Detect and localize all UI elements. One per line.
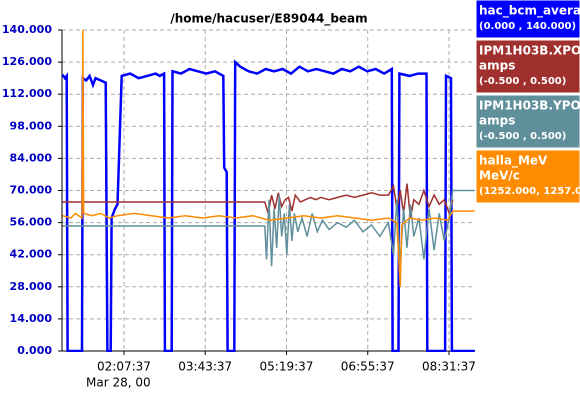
legend-box [475,94,580,149]
legend-units: MeV/c [479,169,520,183]
legend-units: amps [479,114,515,128]
y-tick-label: 56.000 [10,216,53,229]
series-line [62,59,475,352]
series-line [62,30,475,287]
y-tick-label: 140.000 [2,23,52,36]
x-tick-label: 03:43:37 [178,360,232,374]
legend-name: halla_MeV [479,154,548,169]
legend-name: IPM1H03B.YPOS [479,99,580,113]
chart-title: /home/hacuser/E89044_beam [170,12,367,27]
legend-units: amps [479,59,515,73]
legend-box [475,149,580,204]
date-label: Mar 28, 00 [86,376,151,390]
y-tick-label: 0.000 [17,344,52,357]
x-tick-label: 02:07:37 [97,360,151,374]
x-tick-label: 05:19:37 [260,360,314,374]
legend-box [475,39,580,94]
legend-box [475,0,580,39]
y-tick-label: 112.000 [2,87,52,100]
y-tick-label: 28.000 [10,280,53,293]
plot-area [62,30,475,352]
legend-range: (-0.500 , 0.500) [479,131,566,142]
legend-name: IPM1H03B.XPOS [479,44,580,58]
x-tick-label: 08:31:37 [422,360,476,374]
legend-range: (1252.000, 1257.000) [479,186,580,197]
legend-name: hac_bcm_averag [479,4,580,19]
y-tick-label: 70.000 [10,184,53,197]
series-line [62,183,454,219]
x-tick-label: 06:55:37 [341,360,395,374]
y-tick-label: 14.000 [10,312,53,325]
series-line [62,189,475,267]
y-tick-label: 84.000 [10,151,53,164]
legend-range: (0.000 , 140.000) [479,21,576,32]
legend-range: (-0.500 , 0.500) [479,76,566,87]
y-tick-label: 126.000 [2,55,52,68]
y-tick-label: 98.000 [10,119,53,132]
y-tick-label: 42.000 [10,248,53,261]
